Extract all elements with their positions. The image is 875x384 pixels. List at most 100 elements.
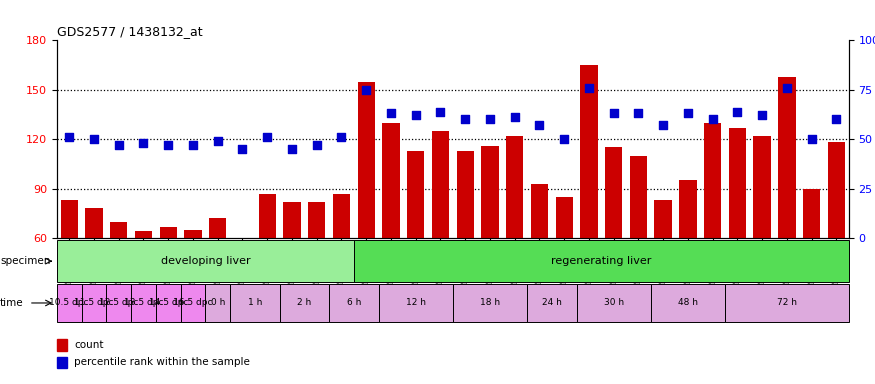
Point (334, 134, 348, 140)
Bar (453, 284, 527, 322)
Bar (729, 127, 746, 238)
Text: 16.5 dpc: 16.5 dpc (173, 298, 213, 308)
Bar (651, 284, 725, 322)
Text: 6 h: 6 h (346, 298, 361, 308)
Bar (209, 218, 227, 238)
Text: time: time (0, 298, 24, 308)
Bar (135, 232, 152, 238)
Bar (81, 284, 107, 322)
Point (606, 111, 620, 117)
Bar (803, 189, 820, 238)
Bar (206, 284, 230, 322)
Bar (86, 209, 102, 238)
Bar (110, 222, 128, 238)
Text: 10.5 dpc: 10.5 dpc (50, 298, 89, 308)
Bar (258, 194, 276, 238)
Bar (57, 240, 354, 282)
Bar (605, 147, 622, 238)
Point (805, 136, 819, 142)
Bar (57, 284, 81, 322)
Point (211, 138, 225, 144)
Bar (431, 131, 449, 238)
Text: 12 h: 12 h (406, 298, 426, 308)
Text: count: count (74, 340, 104, 350)
Text: 18 h: 18 h (480, 298, 500, 308)
Point (557, 136, 571, 142)
Text: 2 h: 2 h (298, 298, 311, 308)
Bar (481, 146, 499, 238)
Point (458, 116, 472, 122)
Text: 0 h: 0 h (211, 298, 225, 308)
Point (235, 146, 249, 152)
Bar (180, 284, 206, 322)
Bar (60, 200, 78, 238)
Text: 11.5 dpc: 11.5 dpc (74, 298, 114, 308)
Bar (531, 184, 548, 238)
Point (780, 85, 794, 91)
Point (409, 113, 423, 119)
Point (186, 142, 200, 148)
Bar (580, 65, 598, 238)
Text: percentile rank within the sample: percentile rank within the sample (74, 358, 250, 367)
Point (136, 140, 150, 146)
Bar (159, 227, 177, 238)
Point (681, 111, 695, 117)
Text: 12.5 dpc: 12.5 dpc (99, 298, 138, 308)
Text: specimen: specimen (0, 256, 51, 266)
Bar (57, 339, 67, 351)
Bar (407, 151, 424, 238)
Text: developing liver: developing liver (160, 256, 250, 266)
Bar (725, 284, 849, 322)
Text: 72 h: 72 h (777, 298, 797, 308)
Bar (57, 357, 67, 368)
Text: 14.5 dpc: 14.5 dpc (149, 298, 188, 308)
Text: regenerating liver: regenerating liver (551, 256, 652, 266)
Point (755, 113, 769, 119)
Point (112, 142, 126, 148)
Bar (679, 180, 696, 238)
Bar (630, 156, 648, 238)
Point (260, 134, 274, 140)
Text: 24 h: 24 h (542, 298, 562, 308)
Bar (506, 136, 523, 238)
Point (161, 142, 175, 148)
Bar (358, 81, 374, 238)
Bar (527, 284, 577, 322)
Point (731, 108, 745, 114)
Text: 13.5 dpc: 13.5 dpc (123, 298, 164, 308)
Bar (654, 200, 672, 238)
Text: 48 h: 48 h (678, 298, 698, 308)
Point (632, 111, 646, 117)
Point (483, 116, 497, 122)
Point (705, 116, 719, 122)
Bar (185, 230, 201, 238)
Bar (556, 197, 573, 238)
Point (507, 114, 522, 121)
Point (360, 87, 374, 93)
Bar (156, 284, 180, 322)
Text: 1 h: 1 h (248, 298, 262, 308)
Bar (329, 284, 379, 322)
Point (87, 136, 101, 142)
Point (310, 142, 324, 148)
Point (62, 134, 76, 140)
Bar (332, 194, 350, 238)
Bar (354, 240, 849, 282)
Bar (379, 284, 453, 322)
Bar (131, 284, 156, 322)
Bar (308, 202, 326, 238)
Bar (778, 76, 795, 238)
Bar (828, 142, 845, 238)
Point (656, 122, 670, 128)
Text: GDS2577 / 1438132_at: GDS2577 / 1438132_at (57, 25, 202, 38)
Point (384, 111, 398, 117)
Bar (704, 123, 721, 238)
Bar (107, 284, 131, 322)
Point (830, 116, 844, 122)
Point (433, 108, 447, 114)
Point (582, 85, 596, 91)
Bar (230, 284, 280, 322)
Bar (382, 123, 400, 238)
Point (532, 122, 546, 128)
Bar (457, 151, 474, 238)
